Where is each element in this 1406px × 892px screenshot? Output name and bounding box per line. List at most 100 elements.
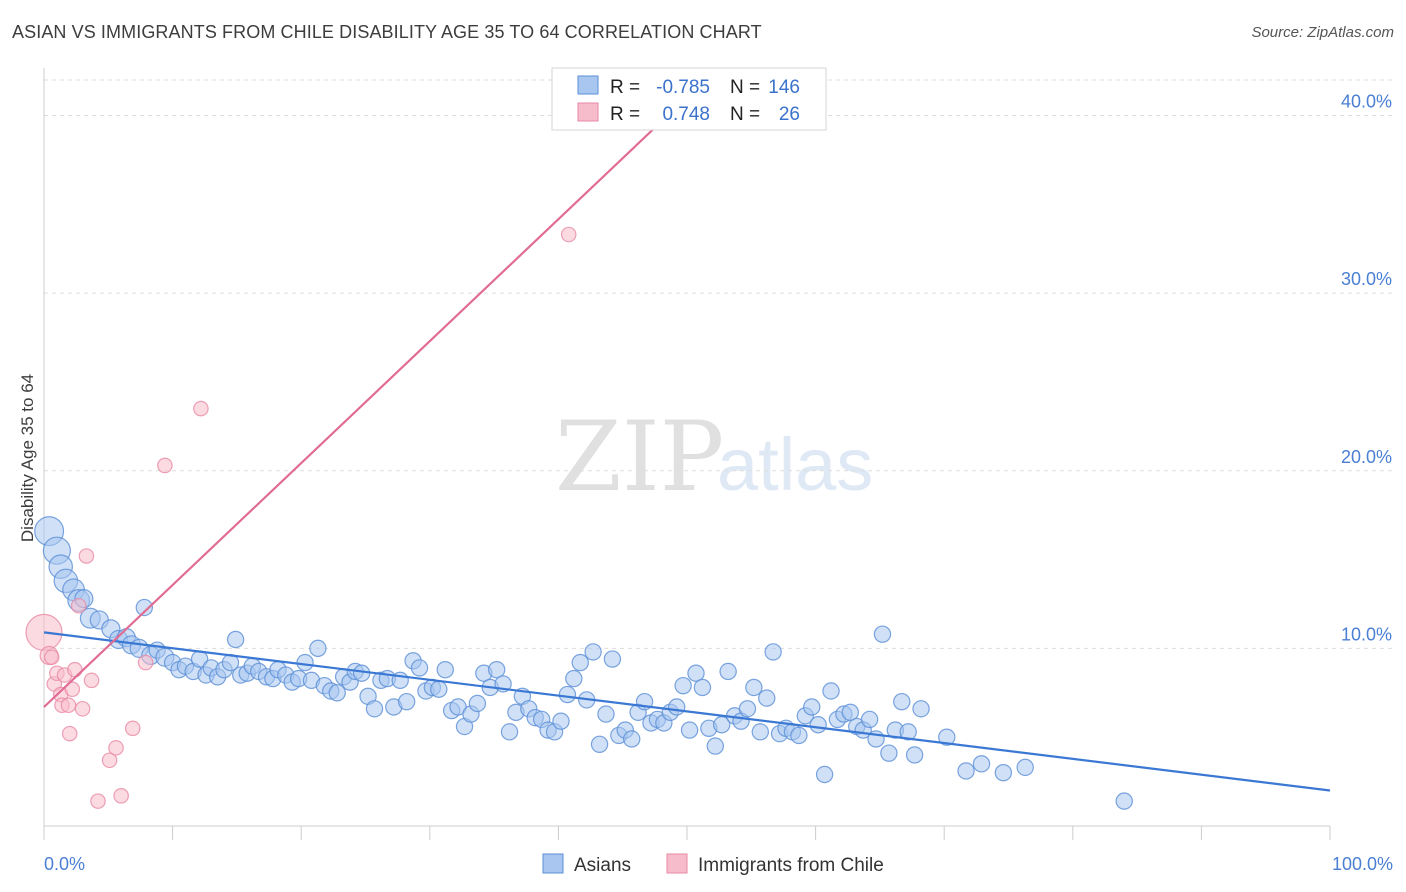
scatter-points — [25, 226, 1133, 810]
legend-r-value-asians: -0.785 — [656, 77, 710, 98]
asian-point-98 — [674, 676, 692, 695]
asian-point-133 — [899, 723, 917, 741]
legend-n-label-asians: N = — [730, 77, 760, 98]
asian-point-129 — [873, 625, 892, 643]
asian-point-57 — [410, 659, 429, 677]
y-axis-label: Disability Age 35 to 64 — [18, 374, 37, 542]
asian-point-61 — [436, 660, 454, 679]
asian-point-124 — [841, 703, 860, 722]
asian-point-134 — [905, 746, 924, 764]
chile-point-15 — [83, 672, 100, 689]
asian-point-14 — [135, 598, 154, 617]
asian-trend-line — [43, 631, 1331, 792]
asian-point-97 — [668, 698, 686, 716]
chile-point-22 — [157, 457, 173, 474]
asian-point-130 — [880, 744, 898, 762]
asian-point-108 — [738, 700, 757, 718]
stats-legend: R = -0.785 N = 146 R = 0.748 N = 26 — [551, 67, 827, 131]
axes — [43, 68, 1331, 840]
chile-point-9 — [61, 725, 78, 742]
grid-lines — [44, 79, 1392, 649]
asian-point-87 — [603, 650, 622, 668]
x-tick-label-100: 100.0% — [1332, 854, 1393, 874]
chart-title: ASIAN VS IMMIGRANTS FROM CHILE DISABILIT… — [12, 22, 762, 42]
watermark-atlas: atlas — [717, 423, 873, 506]
chile-point-14 — [78, 548, 95, 564]
asian-point-44 — [328, 684, 346, 702]
asian-point-141 — [1115, 792, 1133, 810]
series-legend-swatch-chile — [666, 853, 688, 874]
chile-point-21 — [137, 654, 154, 671]
asian-point-39 — [296, 653, 314, 672]
asian-point-41 — [309, 639, 327, 658]
chile-trend-line — [43, 114, 669, 708]
chile-point-8 — [60, 697, 77, 714]
asian-point-80 — [558, 685, 577, 704]
asian-point-139 — [994, 764, 1013, 782]
asian-point-118 — [803, 698, 821, 716]
asian-point-60 — [430, 680, 448, 698]
chile-point-20 — [124, 720, 141, 737]
chile-point-24 — [560, 226, 577, 243]
chile-point-13 — [74, 700, 91, 717]
chile-point-12 — [70, 597, 87, 614]
chile-point-2 — [43, 649, 60, 666]
legend-n-value-chile: 26 — [779, 104, 800, 125]
asian-point-135 — [912, 700, 930, 718]
asian-point-136 — [938, 728, 956, 746]
asian-point-111 — [758, 689, 776, 707]
asian-point-82 — [571, 653, 589, 672]
asian-point-105 — [719, 662, 737, 681]
asian-point-120 — [815, 765, 834, 784]
legend-r-label-asians: R = — [610, 77, 640, 98]
chile-point-10 — [64, 681, 81, 698]
legend-r-label-chile: R = — [610, 104, 640, 125]
asian-point-101 — [693, 678, 712, 697]
asian-point-116 — [790, 726, 808, 745]
asian-point-48 — [352, 664, 371, 682]
asian-point-100 — [687, 664, 705, 682]
asian-point-71 — [500, 723, 519, 741]
asian-point-81 — [565, 669, 583, 688]
asian-point-55 — [397, 692, 416, 711]
asian-point-86 — [597, 705, 615, 723]
legend-n-label-chile: N = — [730, 104, 760, 125]
asian-point-109 — [745, 678, 763, 697]
series-legend-label-chile: Immigrants from Chile — [698, 855, 884, 876]
chile-point-23 — [193, 400, 209, 417]
asian-point-85 — [590, 735, 609, 753]
asian-point-79 — [552, 712, 570, 730]
y-tick-label-10: 10.0% — [1341, 624, 1392, 644]
series-legend-label-asians: Asians — [574, 855, 631, 876]
chile-point-16 — [90, 793, 106, 809]
watermark-zip: ZIP — [555, 401, 724, 513]
legend-swatch-chile — [577, 102, 599, 122]
chile-point-19 — [113, 788, 129, 804]
asian-point-66 — [468, 694, 487, 713]
asian-point-110 — [751, 723, 770, 741]
asian-point-121 — [822, 682, 840, 700]
y-tick-label-20: 20.0% — [1341, 447, 1392, 467]
y-tick-label-30: 30.0% — [1341, 269, 1392, 289]
x-tick-label-0: 0.0% — [44, 854, 85, 874]
chile-point-18 — [108, 740, 124, 756]
asian-point-90 — [623, 730, 641, 748]
chile-point-11 — [67, 661, 83, 678]
asian-point-132 — [893, 692, 911, 711]
legend-r-value-chile: 0.748 — [662, 104, 710, 125]
legend-n-value-asians: 146 — [768, 77, 800, 98]
chile-point-17 — [101, 752, 118, 769]
asian-point-84 — [584, 643, 602, 661]
y-tick-label-40: 40.0% — [1341, 92, 1392, 112]
asian-point-99 — [680, 721, 699, 739]
trend-lines — [43, 114, 1331, 792]
series-legend: Asians Immigrants from Chile — [542, 853, 884, 876]
asian-point-137 — [957, 762, 975, 780]
asian-point-28 — [226, 630, 245, 649]
asian-point-103 — [706, 737, 724, 755]
asian-point-119 — [809, 716, 827, 734]
asian-point-112 — [764, 643, 782, 661]
asian-point-127 — [860, 710, 879, 729]
legend-swatch-asians — [577, 75, 599, 95]
